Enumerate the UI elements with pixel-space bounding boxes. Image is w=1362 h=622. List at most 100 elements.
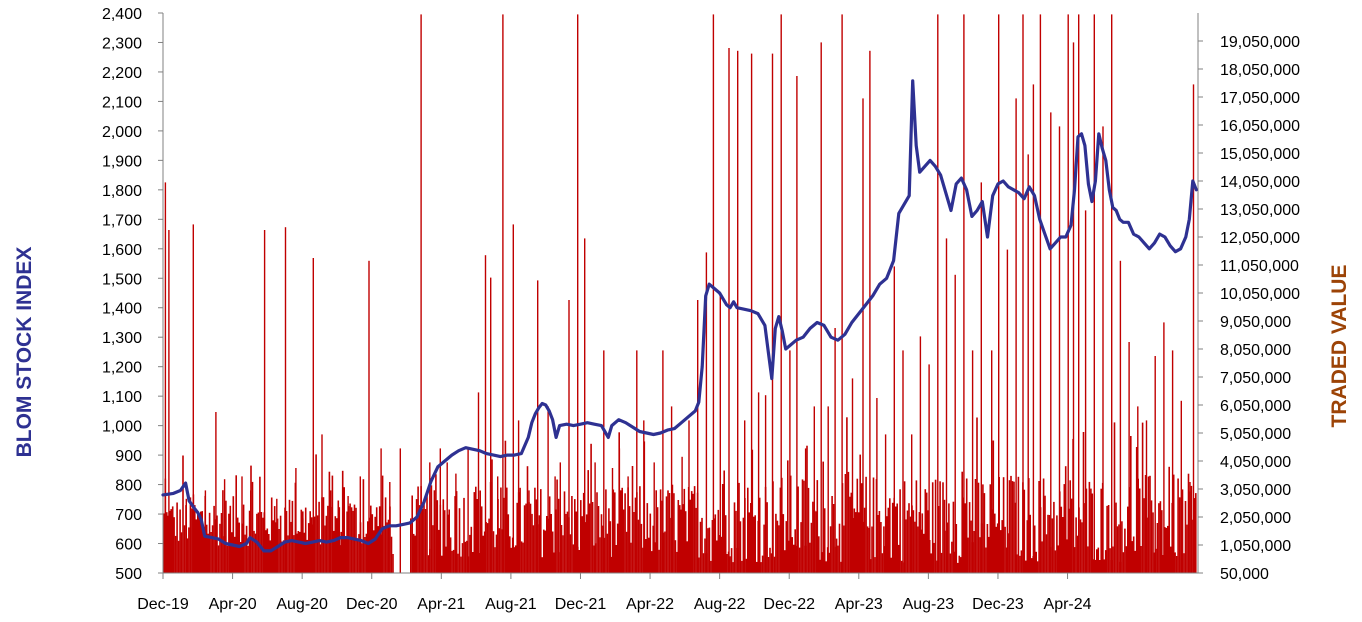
traded-value-bar: [540, 489, 542, 573]
traded-value-bar: [343, 487, 345, 573]
traded-value-bar: [887, 507, 890, 573]
right-tick-label: 4,050,000: [1220, 454, 1291, 471]
traded-value-bar: [877, 515, 879, 573]
traded-value-spike: [789, 350, 791, 573]
traded-value-bar: [750, 503, 752, 573]
traded-value-bar: [1144, 475, 1147, 573]
traded-value-bar: [163, 513, 165, 573]
traded-value-bar: [327, 505, 329, 573]
traded-value-spike: [737, 50, 739, 574]
traded-value-bar: [739, 521, 742, 573]
traded-value-bar: [1016, 554, 1018, 573]
traded-value-bar: [1033, 525, 1036, 573]
traded-value-spike: [204, 490, 207, 573]
traded-value-bar: [334, 516, 337, 573]
traded-value-bar: [205, 524, 208, 573]
traded-value-bar: [602, 525, 604, 573]
traded-value-bar: [270, 497, 273, 573]
right-tick-label: 1,050,000: [1220, 538, 1291, 555]
traded-value-bar: [562, 535, 564, 573]
left-tick-label: 1,400: [102, 301, 142, 318]
traded-value-bar: [591, 502, 594, 573]
traded-value-bar: [760, 562, 762, 573]
traded-value-bar: [318, 501, 320, 573]
traded-value-bar: [742, 517, 745, 573]
traded-value-bar: [1030, 558, 1033, 573]
traded-value-bar: [381, 475, 384, 573]
traded-value-bar: [189, 497, 192, 573]
traded-value-bar: [943, 499, 946, 573]
right-tick-label: 11,050,000: [1220, 258, 1299, 275]
traded-value-bar: [375, 507, 378, 573]
left-tick-label: 2,400: [102, 6, 142, 23]
traded-value-bar: [1060, 506, 1063, 573]
traded-value-bar: [630, 542, 632, 573]
traded-value-bar: [1168, 466, 1170, 573]
traded-value-spike: [439, 448, 441, 573]
traded-value-bar: [996, 523, 999, 573]
traded-value-bar: [304, 507, 307, 573]
traded-value-bar: [952, 501, 955, 573]
right-tick-label: 19,050,000: [1220, 34, 1300, 51]
x-tick-label: Aug-23: [903, 596, 955, 613]
traded-value-bar: [525, 503, 527, 573]
right-tick-label: 50,000: [1220, 566, 1269, 583]
traded-value-bar: [745, 558, 748, 573]
traded-value-bar: [475, 486, 477, 573]
x-tick-label: Dec-21: [555, 596, 607, 613]
traded-value-spike: [963, 14, 965, 573]
traded-value-bar: [656, 507, 659, 573]
traded-value-spike: [841, 14, 843, 573]
traded-value-bar: [921, 513, 924, 573]
traded-value-spike: [945, 238, 948, 573]
traded-value-bar: [191, 508, 193, 573]
traded-value-bar: [1017, 476, 1020, 573]
traded-value-bar: [177, 540, 180, 573]
traded-value-bar: [701, 517, 703, 573]
left-tick-label: 1,600: [102, 242, 142, 259]
traded-value-bar: [333, 530, 335, 573]
traded-value-spike: [197, 518, 200, 573]
traded-value-bar: [523, 505, 526, 573]
traded-value-bar: [1135, 447, 1138, 573]
left-tick-label: 2,100: [102, 94, 142, 111]
traded-value-bar: [925, 492, 928, 573]
traded-value-spike: [347, 496, 349, 573]
x-tick-label: Apr-21: [417, 596, 465, 613]
traded-value-bar: [818, 536, 820, 573]
traded-value-bar: [801, 479, 804, 573]
traded-value-spike: [902, 350, 904, 573]
traded-value-bar: [937, 506, 940, 573]
traded-value-bar: [791, 537, 793, 573]
traded-value-bar: [1019, 555, 1021, 573]
traded-value-bar: [899, 489, 901, 573]
traded-value-bar: [231, 532, 233, 573]
traded-value-bar: [507, 514, 510, 573]
traded-value-spike: [1058, 126, 1061, 574]
traded-value-bar: [220, 513, 223, 573]
traded-value-bar: [650, 551, 653, 573]
traded-value-bar: [614, 492, 616, 573]
traded-value-bar: [585, 514, 588, 573]
traded-value-bar: [306, 539, 308, 573]
traded-value-bar: [881, 553, 884, 573]
traded-value-bar: [896, 503, 898, 573]
traded-value-bar: [268, 534, 270, 573]
traded-value-bar: [776, 520, 779, 573]
traded-value-bar: [571, 496, 573, 573]
traded-value-bar: [695, 507, 697, 573]
traded-value-bar: [674, 540, 677, 573]
traded-value-bar: [968, 502, 971, 573]
traded-value-bar: [1075, 517, 1077, 573]
traded-value-spike: [681, 456, 683, 573]
traded-value-bar: [259, 476, 261, 573]
traded-value-bar: [1087, 546, 1089, 573]
traded-value-bar: [1131, 541, 1134, 573]
traded-value-spike: [302, 518, 304, 573]
traded-value-bar: [560, 525, 563, 573]
traded-value-bar: [322, 497, 325, 573]
traded-value-bar: [940, 552, 943, 573]
traded-value-spike: [497, 476, 499, 573]
traded-value-bar: [723, 470, 725, 573]
traded-value-spike: [820, 42, 822, 573]
